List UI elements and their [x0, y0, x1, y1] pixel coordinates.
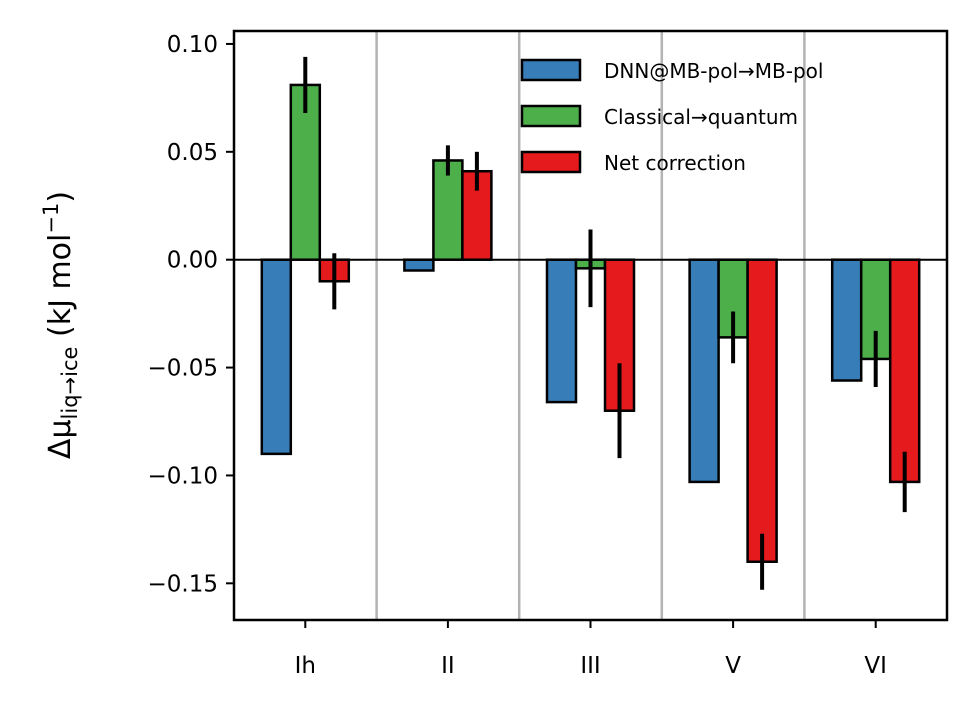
legend-label-3: Net correction: [604, 151, 746, 175]
y-axis-label-sub: liq→ice: [58, 347, 82, 420]
y-axis-label: Δμliq→ice (kJ mol−1): [39, 191, 82, 459]
legend-label-1: DNN@MB-pol→MB-pol: [604, 59, 823, 83]
y-axis-label-close: ): [43, 191, 78, 203]
y-axis-label-exponent: −1: [39, 203, 63, 234]
legend: DNN@MB-pol→MB-pol Classical→quantum Net co…: [520, 58, 823, 175]
y-tick-label: 0.10: [167, 32, 218, 58]
y-tick-label: 0.05: [167, 140, 218, 166]
bar-vi-series-3: [888, 258, 921, 484]
category-separators: [375, 31, 806, 620]
x-tick-label: V: [725, 653, 741, 679]
bar-ih-series-1: [260, 258, 293, 456]
bar-v-series-1: [688, 258, 720, 484]
legend-label-2: Classical→quantum: [604, 105, 798, 129]
legend-swatch-2: [520, 104, 582, 128]
bar-ih-series-2: [289, 83, 322, 261]
y-axis-label-units: (kJ mol: [43, 234, 78, 347]
legend-swatch-1: [520, 58, 582, 82]
y-tick-label: −0.05: [148, 356, 218, 382]
bar-ii-series-1: [403, 258, 435, 272]
y-tick-label: 0.00: [167, 248, 218, 274]
x-tick-label: VI: [864, 653, 887, 679]
error-bars: [303, 56, 907, 590]
bars: [260, 83, 921, 563]
x-tick-label: Ih: [295, 653, 316, 679]
bar-iii-series-1: [545, 258, 578, 404]
y-tick-label: −0.15: [148, 571, 218, 597]
y-tick-label: −0.10: [148, 463, 218, 489]
legend-swatch-3: [520, 150, 582, 174]
x-tick-label: III: [580, 653, 600, 679]
bar-v-series-3: [746, 258, 778, 563]
bar-vi-series-1: [830, 258, 863, 382]
y-axis-label-main: Δμ: [43, 419, 78, 459]
x-tick-label: II: [441, 653, 455, 679]
